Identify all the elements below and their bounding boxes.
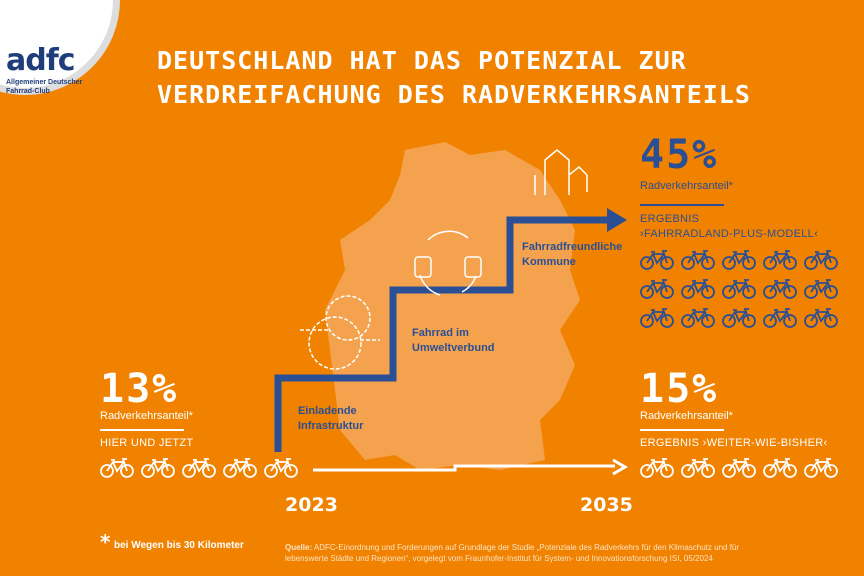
plus-caption: ERGEBNIS ›FAHRRADLAND-PLUS-MODELL‹ [640,212,818,242]
germany-map [325,142,580,470]
bike-row-base [640,458,840,478]
bike-icon [804,458,838,478]
arrow-head [607,208,627,232]
bike-icon [763,250,797,270]
step-infrastructure: Einladende Infrastruktur [298,404,363,434]
timeline-arrowhead [612,458,628,476]
staircase-arrow [274,216,610,452]
page-title: DEUTSCHLAND HAT DAS POTENZIAL ZUR VERDREI… [157,44,757,112]
step-2-line2: Umweltverbund [412,342,495,354]
bike-icon [640,458,674,478]
town-icon [534,149,588,195]
bike-icon [681,308,715,328]
source-note: Quelle: ADFC-Einordnung und Forderungen … [285,542,845,564]
bike-icon [681,458,715,478]
current-caption: HIER UND JETZT [100,437,194,449]
divider [640,429,724,431]
bike-icon [681,279,715,299]
transit-icon [414,230,482,296]
bike-icon [804,308,838,328]
bike-icon [804,250,838,270]
bike-icon [722,250,756,270]
step-umweltverbund: Fahrrad im Umweltverbund [412,326,495,356]
bike-icon [763,279,797,299]
logo-sub-line2: Fahrrad-Club [6,88,50,95]
logo-subtitle: Allgemeiner Deutscher Fahrrad-Club [6,78,82,96]
base-caption: ERGEBNIS ›WEITER-WIE-BISHER‹ [640,437,828,449]
bike-icon [640,279,674,299]
step-1-line2: Infrastruktur [298,420,364,432]
logo-sub-line1: Allgemeiner Deutscher [6,79,83,86]
bike-icon [722,308,756,328]
step-3-line1: Fahrradfreundliche [522,241,623,253]
bike-icon [722,279,756,299]
current-value: 13% [100,366,179,412]
bike-icon [640,308,674,328]
bike-icon [722,458,756,478]
infrastructure-icon [300,295,380,370]
bike-grid-plus [640,250,840,330]
bike-icon [264,458,298,478]
bike-icon [681,250,715,270]
title-line2: VERDREIFACHUNG DES RADVERKEHRSANTEILS [157,80,751,109]
timeline-arrow [313,464,615,472]
bike-icon [141,458,175,478]
bike-row-current [100,458,300,478]
base-label: Radverkehrsanteil* [640,410,733,422]
year-start: 2023 [285,494,338,516]
title-line1: DEUTSCHLAND HAT DAS POTENZIAL ZUR [157,46,687,75]
bike-icon [182,458,216,478]
base-value: 15% [640,366,719,412]
footnote-text: bei Wegen bis 30 Kilometer [114,540,244,551]
bike-icon [763,458,797,478]
source-line1: ADFC-Einordnung und Forderungen auf Grun… [312,543,740,552]
source-line2: lebenswerte Städte und Regionen“, vorgel… [285,554,713,563]
bike-icon [763,308,797,328]
bike-icon [640,250,674,270]
plus-caption-2: ›FAHRRADLAND-PLUS-MODELL‹ [640,228,819,240]
plus-label: Radverkehrsanteil* [640,180,733,192]
step-kommune: Fahrradfreundliche Kommune [522,240,622,270]
bike-icon [804,279,838,299]
divider [100,429,184,431]
adfc-logo: adfc [6,43,76,78]
step-3-line2: Kommune [522,256,576,268]
bike-icon [100,458,134,478]
current-label: Radverkehrsanteil* [100,410,193,422]
footnote-star: * [100,530,111,554]
step-1-line1: Einladende [298,405,357,417]
year-end: 2035 [580,494,633,516]
source-label: Quelle: [285,543,313,552]
plus-caption-1: ERGEBNIS [640,213,700,225]
logo-area [0,0,130,110]
bike-icon [223,458,257,478]
plus-value: 45% [640,132,719,178]
step-2-line1: Fahrrad im [412,327,469,339]
divider [640,204,724,206]
